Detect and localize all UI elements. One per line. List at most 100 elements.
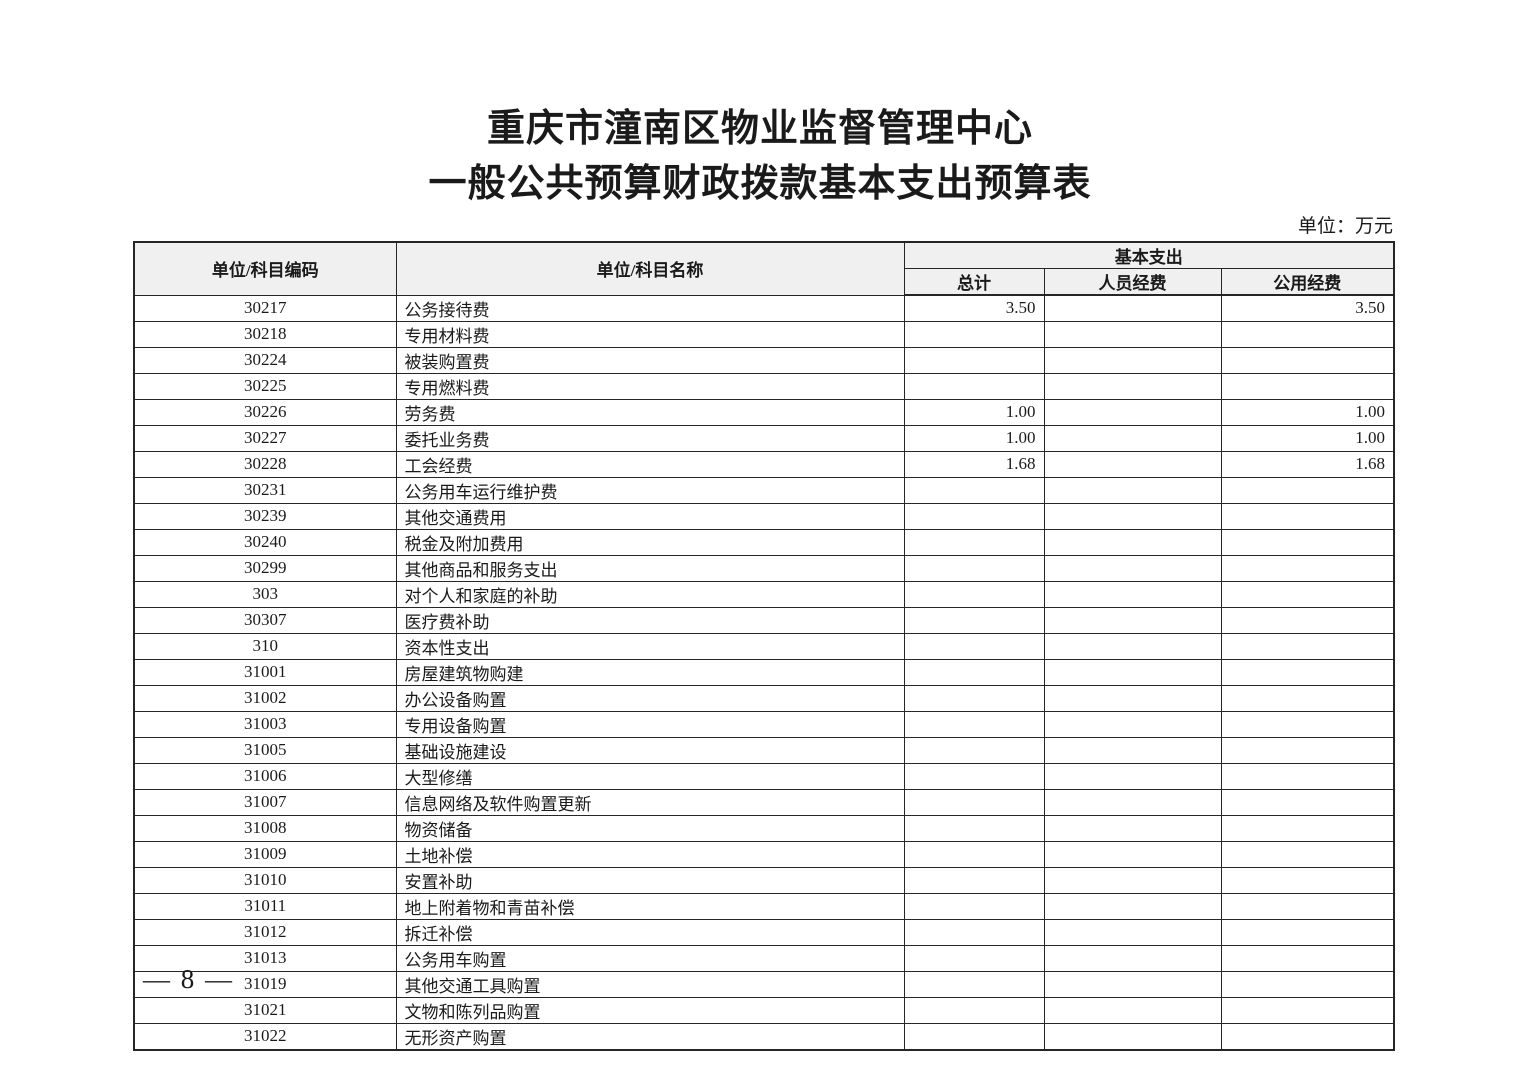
table-row: 30228 工会经费 1.68 1.68 <box>133 450 1395 478</box>
table-row: 31021 文物和陈列品购置 <box>133 996 1395 1024</box>
public-cell <box>1220 866 1395 894</box>
public-cell <box>1220 840 1395 868</box>
total-cell <box>903 840 1045 868</box>
public-cell <box>1220 814 1395 842</box>
table-row: 30224 被装购置费 <box>133 346 1395 374</box>
public-cell <box>1220 658 1395 686</box>
budget-table-header: 单位/科目编码 单位/科目名称 基本支出 总计 人员经费 公用经费 <box>133 241 1395 296</box>
table-row: 31006 大型修缮 <box>133 762 1395 790</box>
public-cell: 1.00 <box>1220 398 1395 426</box>
total-cell <box>903 944 1045 972</box>
total-cell <box>903 580 1045 608</box>
personnel-cell <box>1043 970 1222 998</box>
name-cell: 公务接待费 <box>395 294 905 322</box>
name-cell: 其他交通费用 <box>395 502 905 530</box>
code-cell: 30239 <box>133 502 397 530</box>
total-cell <box>903 814 1045 842</box>
name-cell: 工会经费 <box>395 450 905 478</box>
public-cell: 3.50 <box>1220 294 1395 322</box>
total-cell <box>903 528 1045 556</box>
table-row: 31003 专用设备购置 <box>133 710 1395 738</box>
code-cell: 31021 <box>133 996 397 1024</box>
table-row: 31008 物资储备 <box>133 814 1395 842</box>
name-cell: 资本性支出 <box>395 632 905 660</box>
personnel-cell <box>1043 528 1222 556</box>
code-cell: 31022 <box>133 1022 397 1050</box>
name-cell: 委托业务费 <box>395 424 905 452</box>
name-cell: 信息网络及软件购置更新 <box>395 788 905 816</box>
personnel-cell <box>1043 606 1222 634</box>
table-row: 31022 无形资产购置 <box>133 1022 1395 1050</box>
table-row: 31009 土地补偿 <box>133 840 1395 868</box>
name-cell: 医疗费补助 <box>395 606 905 634</box>
table-row: 30226 劳务费 1.00 1.00 <box>133 398 1395 426</box>
personnel-cell <box>1043 372 1222 400</box>
code-cell: 30240 <box>133 528 397 556</box>
personnel-cell <box>1043 736 1222 764</box>
code-cell: 30226 <box>133 398 397 426</box>
personnel-cell <box>1043 710 1222 738</box>
budget-table-body: 30217 公务接待费 3.50 3.50 30218 专用材料费 30224 被装购置费 30… <box>133 294 1395 1050</box>
table-row: 31010 安置补助 <box>133 866 1395 894</box>
personnel-cell <box>1043 658 1222 686</box>
personnel-cell <box>1043 892 1222 920</box>
table-row: 30240 税金及附加费用 <box>133 528 1395 556</box>
name-cell: 文物和陈列品购置 <box>395 996 905 1024</box>
personnel-cell <box>1043 996 1222 1024</box>
public-cell <box>1220 320 1395 348</box>
name-cell: 被装购置费 <box>395 346 905 374</box>
total-cell <box>903 1022 1045 1050</box>
code-cell: 31013 <box>133 944 397 972</box>
table-row: 30218 专用材料费 <box>133 320 1395 348</box>
total-cell <box>903 658 1045 686</box>
table-row: 31001 房屋建筑物购建 <box>133 658 1395 686</box>
header-unit-code: 单位/科目编码 <box>133 241 397 296</box>
header-row-1: 单位/科目编码 单位/科目名称 基本支出 <box>133 241 1395 296</box>
personnel-cell <box>1043 944 1222 972</box>
public-cell <box>1220 710 1395 738</box>
document-title-line1: 重庆市潼南区物业监督管理中心 <box>486 108 1033 150</box>
personnel-cell <box>1043 814 1222 842</box>
code-cell: 30224 <box>133 346 397 374</box>
total-cell <box>903 372 1045 400</box>
header-personnel-funds: 人员经费 <box>1043 268 1222 296</box>
public-cell <box>1220 632 1395 660</box>
code-cell: 30307 <box>133 606 397 634</box>
personnel-cell <box>1043 580 1222 608</box>
code-cell: 31012 <box>133 918 397 946</box>
table-row: 31005 基础设施建设 <box>133 736 1395 764</box>
code-cell: 31002 <box>133 684 397 712</box>
header-unit-name: 单位/科目名称 <box>395 241 905 296</box>
public-cell <box>1220 476 1395 504</box>
public-cell <box>1220 892 1395 920</box>
personnel-cell <box>1043 554 1222 582</box>
public-cell <box>1220 372 1395 400</box>
name-cell: 对个人和家庭的补助 <box>395 580 905 608</box>
public-cell <box>1220 788 1395 816</box>
personnel-cell <box>1043 346 1222 374</box>
total-cell <box>903 554 1045 582</box>
code-cell: 30228 <box>133 450 397 478</box>
name-cell: 专用材料费 <box>395 320 905 348</box>
name-cell: 公务用车购置 <box>395 944 905 972</box>
total-cell <box>903 970 1045 998</box>
public-cell <box>1220 528 1395 556</box>
total-cell <box>903 710 1045 738</box>
personnel-cell <box>1043 502 1222 530</box>
total-cell <box>903 320 1045 348</box>
code-cell: 30225 <box>133 372 397 400</box>
table-row: 31002 办公设备购置 <box>133 684 1395 712</box>
name-cell: 房屋建筑物购建 <box>395 658 905 686</box>
code-cell: 31011 <box>133 892 397 920</box>
page-number: — 8 — <box>143 964 234 994</box>
total-cell <box>903 684 1045 712</box>
public-cell <box>1220 944 1395 972</box>
total-cell <box>903 502 1045 530</box>
public-cell <box>1220 502 1395 530</box>
total-cell <box>903 866 1045 894</box>
public-cell <box>1220 762 1395 790</box>
total-cell <box>903 736 1045 764</box>
table-row: 30239 其他交通费用 <box>133 502 1395 530</box>
public-cell <box>1220 606 1395 634</box>
document-title-line2: 一般公共预算财政拨款基本支出预算表 <box>428 163 1092 205</box>
